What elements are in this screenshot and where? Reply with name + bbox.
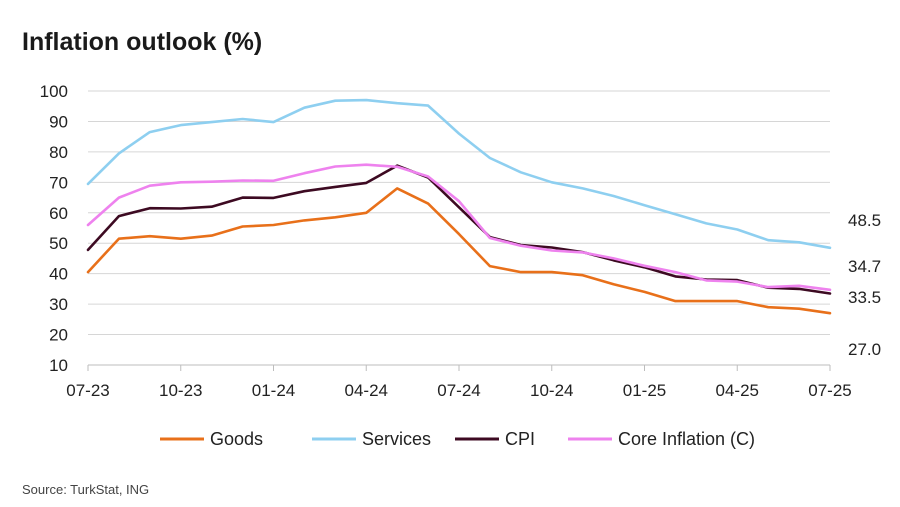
legend: Goods Services CPI Core Inflation (C) (160, 429, 755, 449)
y-tick-label: 40 (49, 265, 68, 284)
y-tick-label: 10 (49, 356, 68, 375)
y-tick-label: 60 (49, 204, 68, 223)
y-tick-label: 20 (49, 326, 68, 345)
x-tick-label: 10-24 (530, 381, 573, 400)
end-value-label: 27.0 (848, 340, 881, 359)
series-lines (86, 98, 832, 315)
legend-label: CPI (505, 429, 535, 449)
end-value-labels: 48.5 34.7 33.5 27.0 (848, 211, 881, 359)
legend-label: Goods (210, 429, 263, 449)
legend-label: Core Inflation (C) (618, 429, 755, 449)
y-tick-label: 100 (40, 82, 68, 101)
y-tick-label: 50 (49, 234, 68, 253)
x-tick-label: 07-25 (808, 381, 851, 400)
end-value-label: 33.5 (848, 288, 881, 307)
x-tick-label: 10-23 (159, 381, 202, 400)
y-tick-label: 80 (49, 143, 68, 162)
end-value-label: 48.5 (848, 211, 881, 230)
end-value-label: 34.7 (848, 257, 881, 276)
chart-title: Inflation outlook (%) (22, 28, 263, 56)
x-tick-label: 04-24 (345, 381, 388, 400)
series-line-services (86, 98, 832, 250)
x-tick-label: 04-25 (716, 381, 759, 400)
series-line-cpi (86, 164, 832, 295)
x-tick-label: 01-25 (623, 381, 666, 400)
source-note: Source: TurkStat, ING (22, 482, 150, 497)
series-line-goods (86, 187, 832, 315)
y-tick-label: 90 (49, 112, 68, 131)
x-tick-label: 01-24 (252, 381, 295, 400)
x-axis-labels: 07-23 10-23 01-24 04-24 07-24 10-24 01-25 04-25… (66, 365, 852, 400)
legend-label: Services (362, 429, 431, 449)
y-axis-labels: 10 20 30 40 50 60 70 80 90 100 (40, 82, 68, 375)
x-tick-label: 07-23 (66, 381, 109, 400)
y-tick-label: 70 (49, 173, 68, 192)
x-tick-label: 07-24 (437, 381, 480, 400)
series-line-core-inflation-c (86, 163, 832, 292)
y-tick-label: 30 (49, 295, 68, 314)
